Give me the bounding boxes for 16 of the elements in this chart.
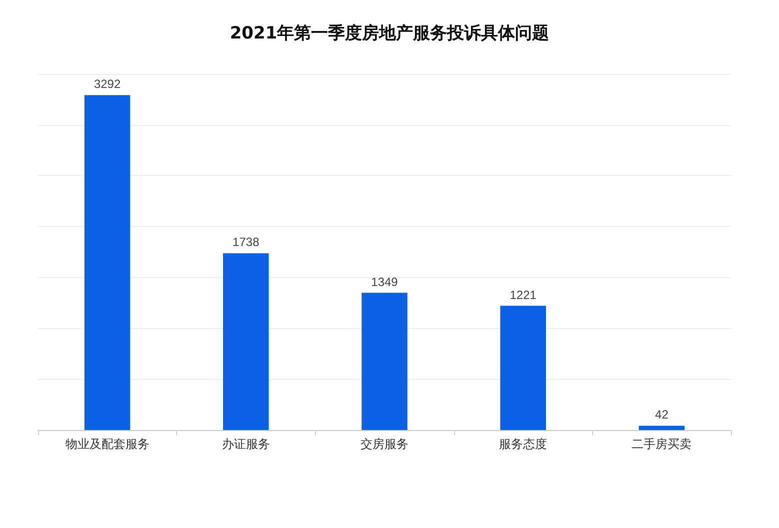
x-tick-label: 交房服务 xyxy=(360,437,408,451)
data-label: 1738 xyxy=(232,235,260,250)
bar xyxy=(223,253,269,430)
data-label: 1221 xyxy=(510,288,537,302)
data-label: 42 xyxy=(655,408,669,422)
data-label: 3292 xyxy=(94,77,121,92)
data-label: 1349 xyxy=(371,274,398,289)
bar xyxy=(362,292,408,430)
bar xyxy=(84,95,130,430)
x-tick-label: 服务态度 xyxy=(499,437,548,451)
chart-title: 2021年第一季度房地产服务投诉具体问题 xyxy=(230,24,550,44)
bar xyxy=(500,306,546,430)
x-tick-label: 二手房买卖 xyxy=(632,437,692,451)
x-tick-label: 办证服务 xyxy=(222,437,270,451)
x-tick-label: 物业及配套服务 xyxy=(65,437,150,451)
bar xyxy=(638,426,685,430)
